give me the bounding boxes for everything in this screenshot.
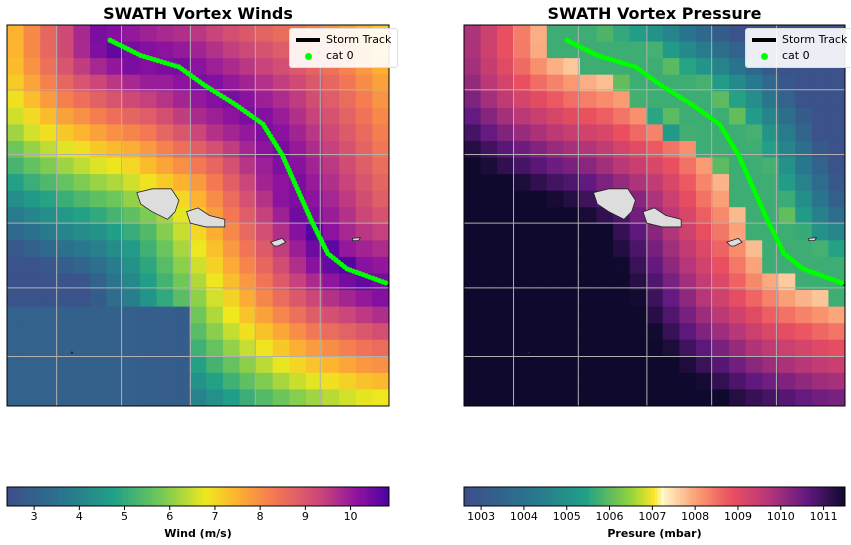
pressure-colorbar: [463, 486, 846, 510]
winds-map-frame: [6, 24, 390, 407]
pressure-colorbar-label: Presure (mbar): [607, 527, 702, 540]
legend-cat-label: cat 0: [326, 49, 354, 62]
colorbar-tick-label: 9: [301, 510, 309, 523]
colorbar-tick-label: 1008: [681, 510, 710, 523]
pressure-legend: Storm Track cat 0: [745, 28, 851, 68]
wind-colorbar: [6, 486, 390, 510]
pressure-heatmap: [464, 25, 845, 406]
cat0-dot-icon: [296, 52, 320, 60]
track-point: [383, 280, 389, 286]
wind-colorbar-label: Wind (m/s): [164, 527, 232, 540]
colorbar-tick-label: 1003: [467, 510, 496, 523]
colorbar-tick-label: 1010: [766, 510, 795, 523]
legend-cat-label: cat 0: [782, 49, 810, 62]
colorbar-tick-label: 10: [343, 510, 358, 523]
colorbar-tick-label: 4: [75, 510, 83, 523]
winds-legend: Storm Track cat 0: [289, 28, 399, 68]
storm-track-line-icon: [296, 38, 320, 42]
colorbar-tick-label: 1004: [509, 510, 538, 523]
legend-track-label: Storm Track: [326, 33, 392, 46]
storm-track-line-icon: [752, 38, 776, 42]
pressure-panel-title: SWATH Vortex Pressure: [547, 4, 762, 23]
legend-track-label: Storm Track: [782, 33, 848, 46]
cat0-dot-icon: [752, 52, 776, 60]
colorbar-tick-label: 1011: [809, 510, 838, 523]
colorbar-tick-label: 1009: [723, 510, 752, 523]
colorbar-tick-label: 6: [166, 510, 174, 523]
pressure-map-frame: [463, 24, 846, 407]
colorbar-tick-label: 1006: [595, 510, 624, 523]
colorbar-tick-label: 5: [121, 510, 129, 523]
wind-heatmap: [7, 25, 389, 406]
winds-panel-title: SWATH Vortex Winds: [103, 4, 293, 23]
colorbar-tick-label: 3: [30, 510, 38, 523]
track-point: [839, 280, 845, 286]
colorbar-tick-label: 8: [256, 510, 264, 523]
colorbar-tick-label: 7: [211, 510, 219, 523]
colorbar-tick-label: 1005: [552, 510, 581, 523]
colorbar-tick-label: 1007: [638, 510, 667, 523]
